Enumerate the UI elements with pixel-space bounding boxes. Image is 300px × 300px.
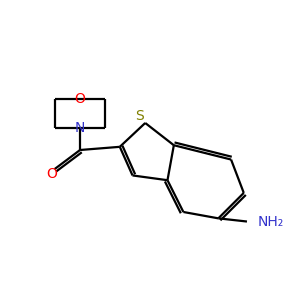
Text: N: N <box>75 121 85 135</box>
Text: O: O <box>75 92 86 106</box>
Text: NH₂: NH₂ <box>258 214 284 229</box>
Text: O: O <box>46 167 58 181</box>
Text: S: S <box>135 109 144 123</box>
